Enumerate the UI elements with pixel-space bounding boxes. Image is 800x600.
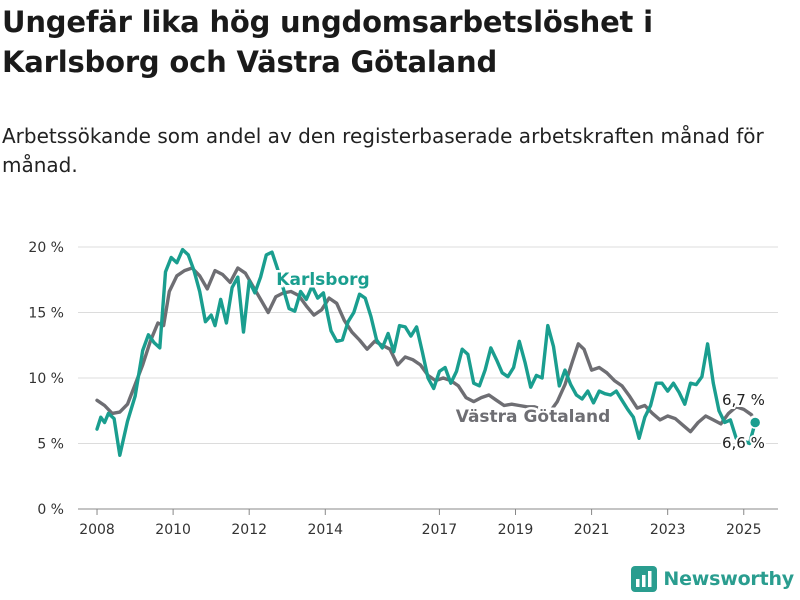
end-label-vastra-gotaland: 6,7 % xyxy=(722,391,765,409)
y-tick-label: 5 % xyxy=(37,437,64,453)
x-tick-label: 2017 xyxy=(422,522,458,538)
y-tick-label: 15 % xyxy=(28,306,64,322)
series-label-karlsborg: Karlsborg xyxy=(276,270,369,290)
x-tick-label: 2025 xyxy=(726,522,762,538)
x-tick-label: 2023 xyxy=(650,522,686,538)
end-label-karlsborg: 6,6 % xyxy=(722,434,765,452)
series-line-karlsborg xyxy=(95,247,757,457)
brand-name: Newsworthy xyxy=(663,568,794,590)
x-tick-label: 2014 xyxy=(307,522,343,538)
chart-title: Ungefär lika hög ungdomsarbetslöshet i K… xyxy=(2,5,653,79)
bar-chart-logo-icon xyxy=(631,566,658,592)
x-tick-label: 2019 xyxy=(498,522,534,538)
x-tick-label: 2010 xyxy=(155,522,191,538)
series-label-vastra-gotaland: Västra Götaland xyxy=(456,407,611,427)
brand-logo: Newsworthy xyxy=(631,566,794,592)
x-tick-label: 2008 xyxy=(79,522,115,538)
y-tick-label: 20 % xyxy=(28,240,64,256)
end-point-karlsborg xyxy=(748,416,762,429)
series-line-vastra-gotaland xyxy=(95,266,757,434)
y-tick-label: 0 % xyxy=(37,502,64,518)
x-tick-label: 2012 xyxy=(231,522,267,538)
chart-subtitle: Arbetssökande som andel av den registerb… xyxy=(2,124,764,177)
x-tick-label: 2021 xyxy=(574,522,610,538)
y-tick-label: 10 % xyxy=(28,371,64,387)
